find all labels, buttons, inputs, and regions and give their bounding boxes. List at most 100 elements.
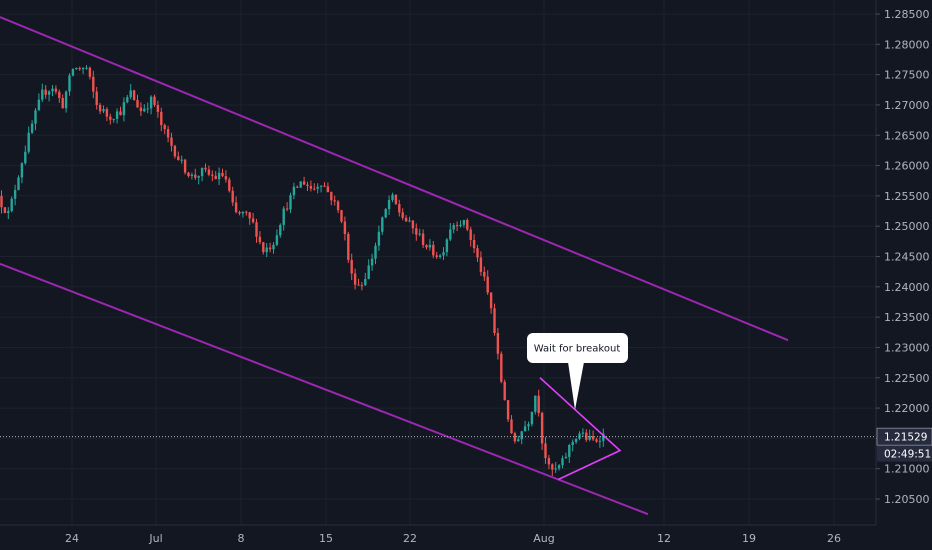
- candle-body: [102, 109, 105, 112]
- candle-body: [136, 99, 139, 108]
- triangle-pattern[interactable]: [539, 377, 622, 481]
- candle-body: [122, 102, 126, 116]
- price-tick-label: 1.28500: [884, 8, 930, 21]
- candle-body: [564, 456, 568, 459]
- candle-body: [374, 245, 377, 259]
- candle-body: [255, 222, 258, 237]
- candle-body: [421, 233, 425, 246]
- candle-body: [435, 255, 438, 258]
- candle-body: [149, 96, 153, 109]
- candle-body: [204, 167, 207, 170]
- candle-body: [469, 229, 472, 240]
- candle-body: [415, 228, 418, 235]
- candle-body: [3, 207, 7, 213]
- candle-body: [258, 236, 262, 243]
- candle-body: [432, 244, 435, 256]
- candle-body: [551, 464, 554, 470]
- candle-body: [109, 116, 112, 120]
- candle-body: [44, 89, 47, 95]
- countdown-label: 02:49:51: [884, 449, 931, 461]
- candle-body: [221, 172, 224, 177]
- candle-body: [27, 132, 30, 152]
- candle-body: [139, 107, 143, 112]
- callout-box: [527, 333, 628, 363]
- candle-body: [217, 172, 221, 180]
- channel-lower-line[interactable]: [0, 262, 649, 516]
- time-tick-label: 26: [827, 532, 841, 545]
- candle-body: [523, 426, 527, 432]
- candle-body: [486, 276, 489, 293]
- candle-body: [588, 436, 591, 440]
- candle-body: [156, 104, 160, 112]
- price-tick-label: 1.28000: [884, 38, 930, 51]
- candle-body: [268, 247, 272, 250]
- candle-body: [544, 443, 547, 459]
- candle-body: [350, 259, 353, 274]
- candle-body: [75, 68, 78, 70]
- candle-body: [34, 110, 37, 124]
- candle-body: [449, 229, 452, 240]
- candle-body: [95, 91, 98, 105]
- candle-body: [425, 245, 428, 248]
- candle-body: [411, 220, 415, 229]
- candle-body: [58, 91, 61, 98]
- candle-body: [384, 209, 387, 218]
- price-tick-label: 1.26000: [884, 160, 930, 173]
- candle-body: [20, 163, 24, 178]
- candle-body: [510, 419, 513, 434]
- candle-body: [336, 201, 340, 211]
- candle-body: [272, 244, 275, 250]
- candle-body: [10, 198, 13, 212]
- candle-body: [173, 145, 177, 157]
- candle-body: [387, 199, 391, 210]
- candle-body: [265, 247, 268, 253]
- price-axis[interactable]: 1.205001.210001.215001.220001.225001.230…: [875, 0, 932, 550]
- candle-body: [442, 252, 445, 256]
- time-tick-label: Jul: [148, 532, 162, 545]
- candle-body: [282, 208, 285, 225]
- candle-body: [37, 99, 41, 111]
- candle-body: [214, 175, 217, 180]
- candle-body: [289, 195, 292, 210]
- candle-body: [98, 104, 102, 112]
- candle-body: [160, 111, 163, 126]
- candle-body: [302, 181, 306, 185]
- candle-body: [496, 332, 500, 354]
- candle-body: [500, 353, 503, 382]
- candle-body: [445, 239, 449, 253]
- candle-body: [517, 439, 520, 442]
- price-tick-label: 1.25500: [884, 190, 930, 203]
- candle-body: [187, 172, 190, 177]
- candle-body: [343, 221, 347, 234]
- candle-body: [197, 176, 200, 178]
- candle-body: [245, 211, 248, 213]
- candle-body: [105, 109, 109, 117]
- candle-body: [466, 220, 469, 230]
- price-tick-label: 1.21000: [884, 463, 930, 476]
- candle-body: [183, 159, 187, 173]
- candlestick-series: [0, 65, 605, 477]
- candle-body: [51, 88, 54, 92]
- candle-body: [163, 125, 166, 130]
- candle-body: [177, 156, 180, 161]
- candle-body: [7, 211, 10, 213]
- candle-body: [24, 151, 27, 164]
- candle-body: [391, 194, 394, 200]
- candle-body: [364, 278, 367, 286]
- channel-upper-line[interactable]: [0, 16, 789, 342]
- candle-body: [112, 118, 115, 120]
- candle-body: [309, 186, 313, 189]
- price-tick-label: 1.24000: [884, 281, 930, 294]
- price-tick-label: 1.22500: [884, 372, 930, 385]
- candle-body: [248, 212, 251, 219]
- candle-body: [234, 202, 238, 213]
- candle-body: [513, 433, 517, 442]
- candle-body: [275, 235, 279, 245]
- candle-body: [347, 233, 350, 260]
- candle-body: [81, 67, 85, 70]
- time-axis[interactable]: 24 Jul 8 15 22 Aug 12 19 26: [0, 524, 932, 550]
- current-price-label: 1.21529: [884, 432, 927, 444]
- wait-for-breakout-callout[interactable]: Wait for breakout: [527, 333, 628, 410]
